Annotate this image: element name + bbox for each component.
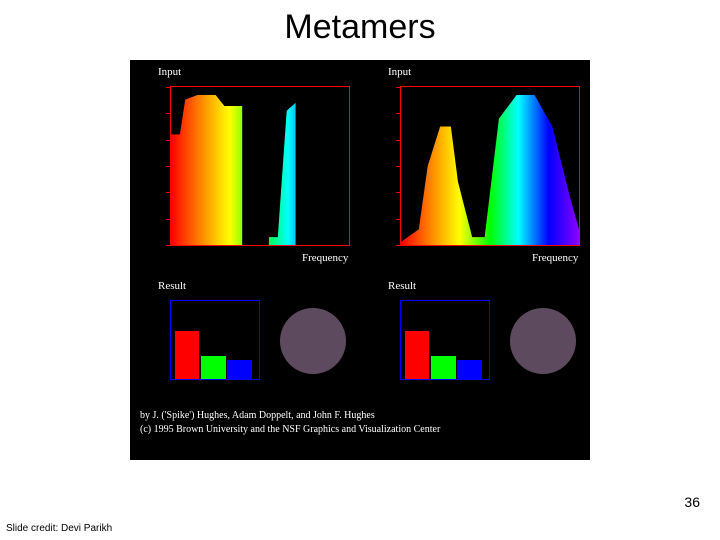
figure-panel: Input Input Frequency	[130, 60, 590, 460]
left-spectrum-chart	[170, 86, 350, 246]
result-bar	[227, 360, 252, 379]
result-bar	[431, 356, 456, 379]
right-swatch	[510, 308, 576, 374]
left-result-label: Result	[158, 280, 186, 292]
left-swatch	[280, 308, 346, 374]
right-result-label: Result	[388, 280, 416, 292]
right-spectrum-svg	[401, 87, 579, 245]
result-bar	[457, 360, 482, 379]
result-bar	[405, 331, 430, 379]
result-bar	[201, 356, 226, 379]
left-result-chart	[170, 300, 260, 380]
left-frequency-label: Frequency	[302, 252, 348, 264]
right-input-label: Input	[388, 66, 411, 78]
page-number: 36	[684, 494, 700, 510]
right-frequency-label: Frequency	[532, 252, 578, 264]
left-spectrum-svg	[171, 87, 349, 245]
right-result-chart	[400, 300, 490, 380]
slide-title: Metamers	[0, 0, 720, 47]
figure-credit-line1: by J. ('Spike') Hughes, Adam Doppelt, an…	[140, 410, 375, 421]
figure-credit-line2: (c) 1995 Brown University and the NSF Gr…	[140, 424, 440, 435]
slide-credit: Slide credit: Devi Parikh	[6, 523, 112, 534]
right-spectrum-chart	[400, 86, 580, 246]
result-bar	[175, 331, 200, 379]
left-input-label: Input	[158, 66, 181, 78]
